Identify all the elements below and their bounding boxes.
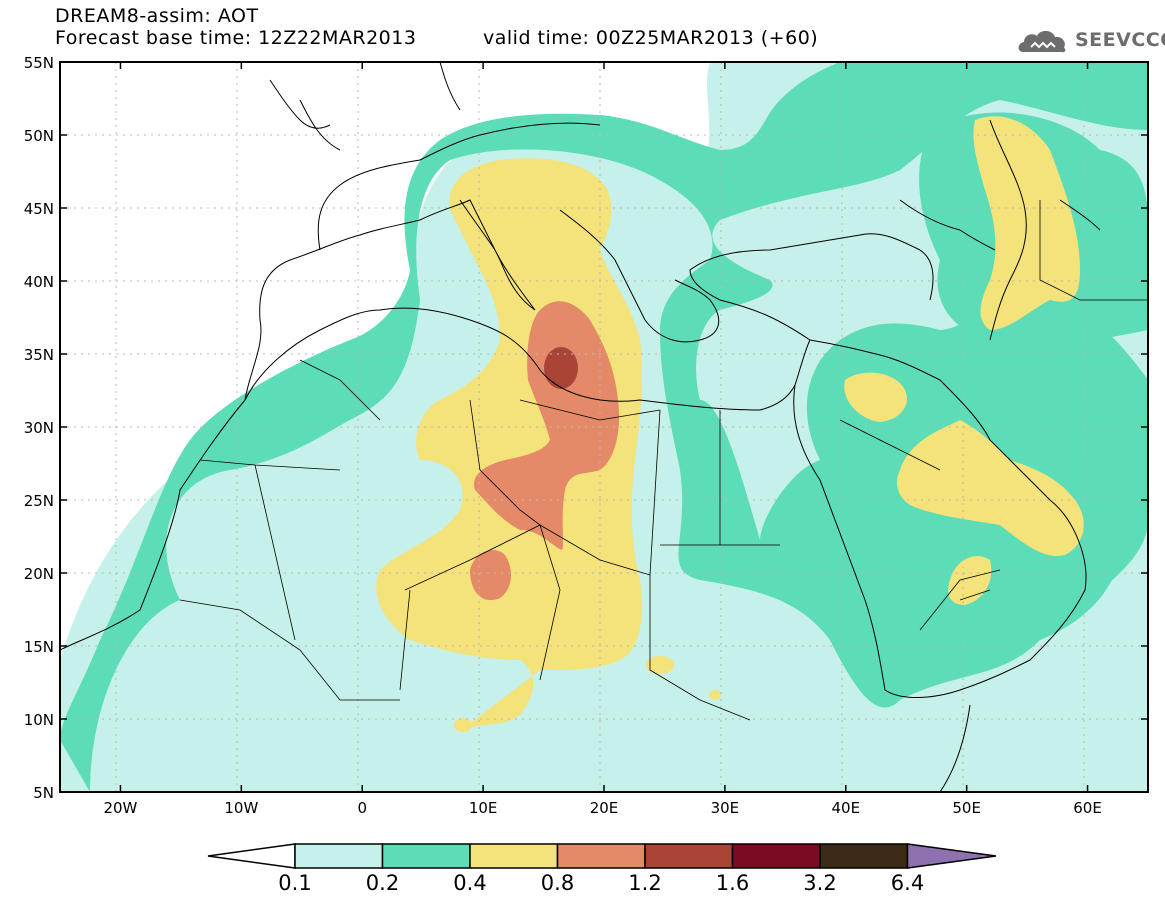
colorbar-swatch	[381, 843, 471, 869]
colorbar-level-label: 0.4	[453, 871, 486, 895]
aot-band-0.4-0.8-iraq	[844, 372, 908, 422]
lat-tick-label: 55N	[24, 54, 54, 72]
lon-tick-label: 0	[357, 799, 367, 817]
lon-tick-label: 40E	[831, 799, 860, 817]
lon-tick-label: 30E	[711, 799, 740, 817]
aot-patch-yellow-3	[709, 690, 721, 700]
latitude-axis: 55N 50N 45N 40N 35N 30N 25N 20N 15N 10N 5N	[24, 54, 1148, 802]
colorbar-swatch	[469, 843, 559, 869]
lon-tick-label: 60E	[1073, 799, 1102, 817]
grid-lines	[60, 62, 1148, 792]
colorbar-level-label: 0.2	[366, 871, 399, 895]
colorbar: 0.1 0.2 0.4 0.8 1.2 1.6 3.2 6.4	[207, 843, 997, 895]
lon-tick-label: 10W	[224, 799, 258, 817]
aot-band-1.2-1.6	[544, 347, 578, 389]
coastlines	[60, 62, 1101, 792]
colorbar-level-label: 0.1	[278, 871, 311, 895]
lat-tick-label: 40N	[24, 273, 54, 291]
colorbar-level-label: 0.8	[541, 871, 574, 895]
lon-tick-label: 10E	[469, 799, 498, 817]
colorbar-swatch	[294, 843, 384, 869]
colorbar-over-arrow	[906, 843, 997, 869]
lat-tick-label: 15N	[24, 638, 54, 656]
colorbar-level-label: 1.6	[716, 871, 749, 895]
aot-band-0.8-1.2	[474, 301, 620, 550]
aot-patch-yellow-2	[454, 718, 472, 732]
colorbar-level-label: 3.2	[803, 871, 836, 895]
lat-tick-label: 25N	[24, 492, 54, 510]
lon-tick-label: 20E	[590, 799, 619, 817]
lat-tick-label: 10N	[24, 711, 54, 729]
colorbar-level-label: 1.2	[628, 871, 661, 895]
colorbar-swatch	[556, 843, 646, 869]
valid-time-label: valid time: 00Z25MAR2013 (+60)	[483, 27, 819, 49]
lon-tick-label: 50E	[952, 799, 981, 817]
longitude-axis: 20W 10W 0 10E 20E 30E 40E 50E 60E	[103, 62, 1102, 817]
lat-tick-label: 5N	[33, 784, 54, 802]
lat-tick-label: 35N	[24, 346, 54, 364]
colorbar-swatch	[644, 843, 734, 869]
lat-tick-label: 30N	[24, 419, 54, 437]
lat-tick-label: 20N	[24, 565, 54, 583]
brand-logo-text: SEEVCCC	[1075, 29, 1165, 51]
aot-band-0.4-0.8-arabia	[897, 420, 1084, 556]
colorbar-swatch	[731, 843, 821, 869]
lat-tick-label: 45N	[24, 200, 54, 218]
lat-tick-label: 50N	[24, 127, 54, 145]
colorbar-level-label: 6.4	[891, 871, 924, 895]
colorbar-under-arrow	[207, 843, 296, 869]
cloud-logo-icon	[1018, 30, 1066, 53]
aot-band-0.8-1.2-niger	[470, 550, 512, 601]
lon-tick-label: 20W	[103, 799, 137, 817]
aot-patch-yellow-1	[646, 656, 674, 674]
base-time-label: Forecast base time: 12Z22MAR2013	[55, 27, 417, 49]
model-title: DREAM8-assim: AOT	[55, 5, 259, 27]
aot-band-0.2-0.4	[60, 62, 1148, 792]
country-borders	[179, 200, 1148, 721]
colorbar-swatch	[819, 843, 909, 869]
aot-band-0.4-0.8	[376, 158, 643, 735]
